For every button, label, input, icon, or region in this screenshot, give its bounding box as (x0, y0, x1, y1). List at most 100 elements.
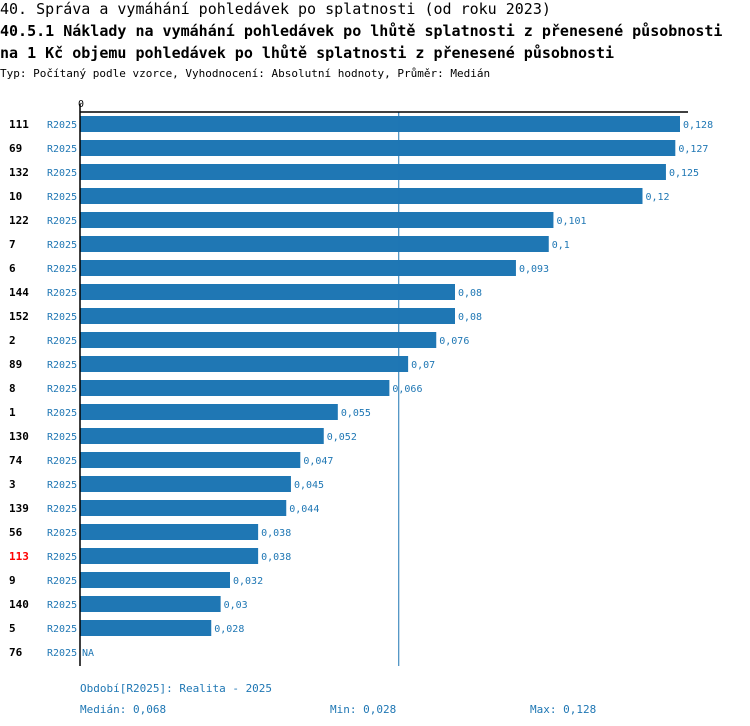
bar (80, 476, 291, 492)
data-label: NA (82, 648, 94, 659)
series-label: R2025 (47, 144, 77, 155)
bar (80, 452, 301, 468)
category-label: 139 (9, 502, 29, 515)
bar (80, 236, 549, 252)
category-label: 6 (9, 262, 16, 275)
bar (80, 356, 409, 372)
data-label: 0,101 (556, 216, 586, 227)
category-label: 140 (9, 598, 29, 611)
footer-min: Min: 0,028 (330, 703, 397, 716)
footer-max: Max: 0,128 (530, 703, 597, 716)
data-label: 0,128 (683, 120, 713, 131)
series-label: R2025 (47, 288, 77, 299)
bar (80, 140, 676, 156)
bar (80, 428, 324, 444)
series-label: R2025 (47, 264, 77, 275)
series-label: R2025 (47, 528, 77, 539)
category-label: 9 (9, 574, 16, 587)
chart-subtitle-line1: 40.5.1 Náklady na vymáhání pohledávek po… (0, 22, 723, 40)
data-label: 0,125 (669, 168, 699, 179)
category-label: 5 (9, 622, 16, 635)
series-label: R2025 (47, 384, 77, 395)
chart-title: 40. Správa a vymáhání pohledávek po spla… (0, 0, 551, 18)
series-label: R2025 (47, 240, 77, 251)
category-label: 132 (9, 166, 29, 179)
data-label: 0,1 (552, 240, 570, 251)
category-label: 3 (9, 478, 16, 491)
series-label: R2025 (47, 456, 77, 467)
data-label: 0,127 (678, 144, 708, 155)
data-label: 0,028 (214, 624, 244, 635)
data-label: 0,08 (458, 288, 482, 299)
data-label: 0,052 (327, 432, 357, 443)
series-label: R2025 (47, 432, 77, 443)
bar (80, 260, 516, 276)
series-label: R2025 (47, 552, 77, 563)
bar (80, 212, 554, 228)
series-label: R2025 (47, 168, 77, 179)
series-label: R2025 (47, 120, 77, 131)
data-label: 0,076 (439, 336, 469, 347)
bar (80, 620, 212, 636)
category-label: 10 (9, 190, 22, 203)
series-label: R2025 (47, 192, 77, 203)
data-label: 0,12 (646, 192, 670, 203)
series-label: R2025 (47, 216, 77, 227)
category-label: 69 (9, 142, 22, 155)
bar (80, 404, 338, 420)
bar (80, 524, 259, 540)
data-label: 0,093 (519, 264, 549, 275)
category-label: 130 (9, 430, 29, 443)
bar (80, 548, 259, 564)
category-label: 56 (9, 526, 23, 539)
bar (80, 572, 230, 588)
category-label: 89 (9, 358, 22, 371)
data-label: 0,066 (392, 384, 422, 395)
data-label: 0,07 (411, 360, 435, 371)
data-label: 0,08 (458, 312, 482, 323)
series-label: R2025 (47, 408, 77, 419)
series-label: R2025 (47, 336, 77, 347)
data-label: 0,038 (261, 528, 291, 539)
category-label: 7 (9, 238, 16, 251)
chart-type-info: Typ: Počítaný podle vzorce, Vyhodnocení:… (0, 67, 491, 80)
series-label: R2025 (47, 504, 77, 515)
bar (80, 308, 455, 324)
series-label: R2025 (47, 360, 77, 371)
data-label: 0,044 (289, 504, 319, 515)
data-label: 0,038 (261, 552, 291, 563)
bar (80, 116, 680, 132)
footer-median: Medián: 0,068 (80, 703, 167, 716)
data-label: 0,03 (224, 600, 248, 611)
bar (80, 332, 437, 348)
bar (80, 500, 287, 516)
bar (80, 188, 643, 204)
data-label: 0,045 (294, 480, 324, 491)
category-label: 74 (9, 454, 23, 467)
category-label: 1 (9, 406, 16, 419)
series-label: R2025 (47, 648, 77, 659)
series-label: R2025 (47, 312, 77, 323)
series-label: R2025 (47, 624, 77, 635)
category-label: 2 (9, 334, 16, 347)
bar (80, 284, 455, 300)
chart-subtitle-line2: na 1 Kč objemu pohledávek po lhůtě splat… (0, 44, 615, 62)
axis-zero-label: 0 (78, 99, 84, 110)
category-label: 122 (9, 214, 29, 227)
footer-period: Období[R2025]: Realita - 2025 (80, 682, 273, 695)
data-label: 0,055 (341, 408, 371, 419)
series-label: R2025 (47, 600, 77, 611)
bar (80, 164, 666, 180)
category-label: 8 (9, 382, 16, 395)
category-label: 152 (9, 310, 29, 323)
category-label: 144 (9, 286, 29, 299)
data-label: 0,047 (303, 456, 333, 467)
category-label: 76 (9, 646, 23, 659)
series-label: R2025 (47, 480, 77, 491)
category-label: 111 (9, 118, 29, 131)
bar (80, 380, 390, 396)
data-label: 0,032 (233, 576, 263, 587)
bar (80, 596, 221, 612)
series-label: R2025 (47, 576, 77, 587)
